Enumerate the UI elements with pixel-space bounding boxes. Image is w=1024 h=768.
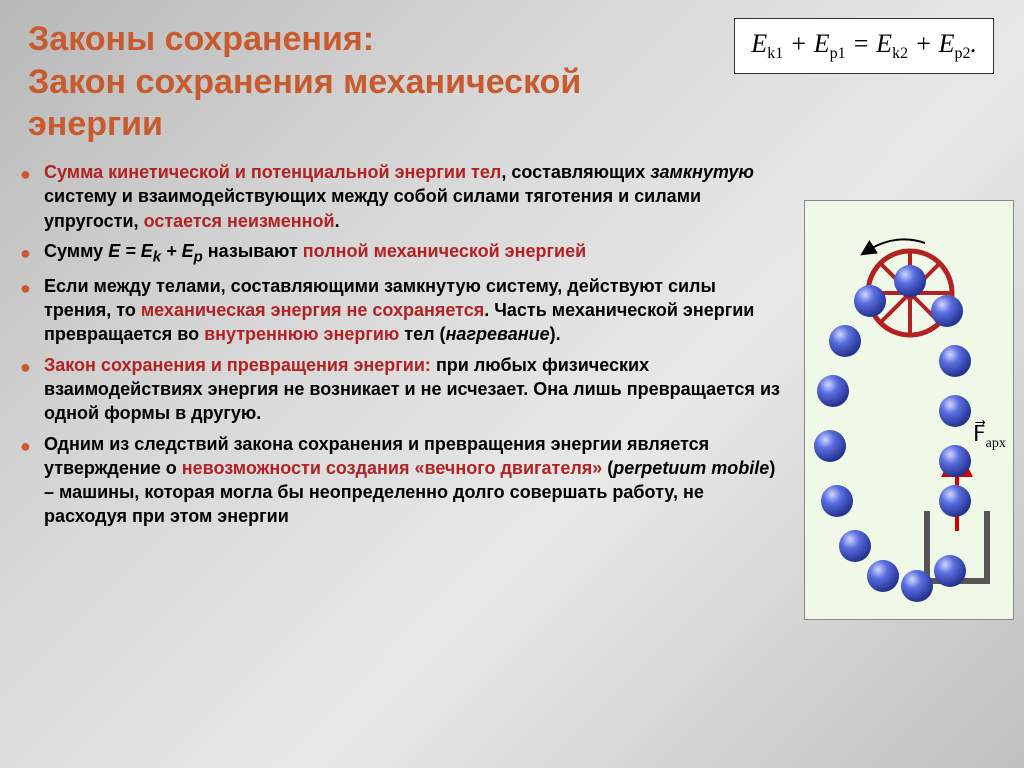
diagram-svg: F⃗арх — [805, 201, 1015, 621]
bead-icon — [901, 570, 933, 602]
bullet-list: Сумма кинетической и потенциальной энерг… — [20, 160, 780, 535]
perpetuum-mobile-diagram: F⃗арх — [804, 200, 1014, 620]
bullet-item: Закон сохранения и превращения энергии: … — [20, 353, 780, 426]
bead-icon — [839, 530, 871, 562]
bead-icon — [829, 325, 861, 357]
bead-icon — [939, 485, 971, 517]
bead-icon — [894, 265, 926, 297]
bead-icon — [931, 295, 963, 327]
slide-title: Законы сохранения: Закон сохранения меха… — [28, 18, 628, 146]
force-label: F⃗арх — [973, 420, 1006, 451]
bullet-item: Сумма кинетической и потенциальной энерг… — [20, 160, 780, 233]
bead-icon — [939, 445, 971, 477]
bullet-item: Одним из следствий закона сохранения и п… — [20, 432, 780, 529]
title-line-1: Законы сохранения: — [28, 20, 374, 58]
bullet-item: Если между телами, составляющими замкнут… — [20, 274, 780, 347]
bead-icon — [821, 485, 853, 517]
bead-icon — [814, 430, 846, 462]
energy-formula: Ek1 + Ep1 = Ek2 + Ep2. — [734, 18, 994, 74]
bead-icon — [939, 345, 971, 377]
formula-text: Ek1 + Ep1 = Ek2 + Ep2. — [751, 29, 977, 58]
bead-icon — [939, 395, 971, 427]
bead-icon — [854, 285, 886, 317]
bead-chain-icon — [814, 265, 971, 602]
title-line-2: Закон сохранения механической энергии — [28, 63, 581, 144]
bead-icon — [867, 560, 899, 592]
bead-icon — [934, 555, 966, 587]
bullet-item: Сумму E = Ek + Ep называют полной механи… — [20, 239, 780, 268]
bead-icon — [817, 375, 849, 407]
